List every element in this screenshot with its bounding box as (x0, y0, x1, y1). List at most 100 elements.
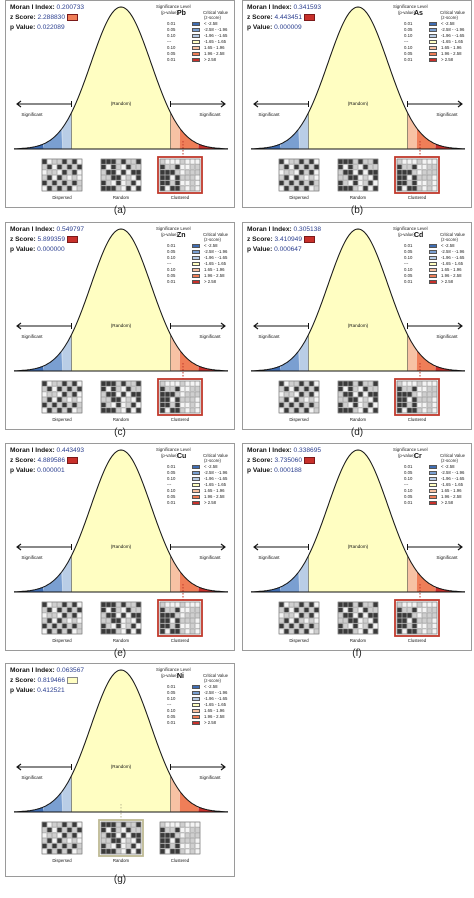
clustered-map (159, 601, 201, 635)
left-arrow-icon (253, 100, 309, 108)
p-value: 0.000188 (274, 467, 302, 474)
panel-caption: (c) (114, 427, 126, 438)
legend-swatch (429, 482, 437, 487)
legend-zscore: -1.65 - 1.65 (441, 261, 463, 266)
curve-region-5 (170, 334, 180, 371)
moran-label: Moran I Index: (10, 4, 55, 11)
curve-region-4 (308, 229, 408, 371)
random-curve-label: (Random) (111, 544, 132, 549)
curve-region-5 (407, 112, 417, 149)
legend-swatch (192, 470, 200, 475)
legend-swatch (429, 243, 437, 248)
legend-swatch (429, 273, 437, 278)
legend-zscore: < -2.58 (441, 464, 455, 469)
left-arrow-icon (253, 322, 309, 330)
z-swatch (304, 13, 316, 21)
legend-swatch (192, 249, 200, 254)
random-map (100, 601, 142, 635)
significant-label-left: Significant (21, 112, 43, 117)
clustered-label: Clustered (408, 195, 427, 200)
curve-region-5 (170, 112, 180, 149)
legend-header-zscore: (z-score) (204, 15, 221, 20)
random-map (337, 601, 379, 635)
metal-symbol: Cr (414, 453, 422, 460)
right-arrow-icon (407, 100, 463, 108)
legend-swatch (192, 57, 200, 62)
legend-pvalue: --- (404, 482, 409, 487)
panel-cr: Significant Significant (Random) Dispersed R… (242, 443, 472, 651)
dispersed-map (41, 380, 83, 414)
legend-pvalue: 0.05 (167, 470, 176, 475)
p-label: p Value: (247, 467, 273, 474)
legend-zscore: -1.96 - -1.65 (204, 33, 228, 38)
stats-block: Moran I Index: 0.063567 z Score: 0.819466… (10, 666, 84, 696)
legend-swatch (429, 39, 437, 44)
moran-label: Moran I Index: (10, 226, 55, 233)
legend-header-pvalue: (p-value) (161, 231, 178, 237)
z-swatch (67, 676, 79, 684)
legend-swatch (429, 27, 437, 32)
curve-region-3 (62, 776, 72, 812)
legend-zscore: 1.96 - 2.58 (441, 51, 462, 56)
legend-pvalue: --- (167, 702, 172, 707)
legend-zscore: 1.65 - 1.96 (204, 708, 225, 713)
panel-caption: (a) (113, 205, 127, 216)
legend-zscore: -2.58 - -1.96 (204, 27, 228, 32)
random-map (337, 380, 379, 414)
significant-label-left: Significant (258, 112, 280, 117)
legend-header-significance: Significance Level (156, 447, 191, 452)
legend-swatch (192, 267, 200, 272)
metal-symbol: Cd (414, 232, 424, 239)
distribution-chart: Significant Significant (Random) Dispersed R… (250, 6, 466, 200)
bell-curve-outline (13, 449, 229, 593)
legend-zscore: > 2.58 (204, 500, 217, 505)
distribution-chart: Significant Significant (Random) Dispersed R… (250, 449, 466, 643)
result-highlight (394, 378, 440, 416)
significance-legend: Significance Level (p-value) Critical Valu… (156, 667, 234, 737)
curve-region-4 (71, 229, 171, 371)
legend-pvalue: 0.05 (167, 273, 176, 278)
left-arrow-icon (16, 763, 72, 771)
significance-legend: Significance Level (p-value) Critical Valu… (156, 447, 234, 517)
legend-pvalue: 0.05 (404, 470, 413, 475)
bell-curve-outline (13, 6, 229, 150)
panel-ni: Significant Significant (Random) Dispersed R… (5, 663, 235, 877)
curve-region-3 (299, 113, 309, 149)
legend-pvalue: 0.05 (167, 51, 176, 56)
z-label: z Score: (10, 677, 36, 684)
dispersed-map (41, 601, 83, 635)
legend-swatch (192, 273, 200, 278)
legend-pvalue: 0.01 (167, 500, 176, 505)
legend-pvalue: 0.01 (167, 21, 176, 26)
random-map (100, 821, 142, 855)
legend-pvalue: 0.10 (167, 708, 176, 713)
random-curve-label: (Random) (348, 323, 369, 328)
legend-pvalue: 0.05 (404, 51, 413, 56)
legend-header-pvalue: (p-value) (161, 452, 178, 458)
panel-zn: Significant Significant (Random) Dispersed R… (5, 222, 235, 430)
p-value: 0.000001 (37, 467, 65, 474)
z-swatch (304, 235, 316, 243)
legend-zscore: -2.58 - -1.96 (441, 249, 465, 254)
right-arrow-icon (170, 322, 226, 330)
result-highlight (394, 599, 440, 637)
legend-header-critical: Critical Value (203, 231, 228, 237)
stats-block: Moran I Index: 0.305138 z Score: 3.410949… (247, 225, 321, 255)
panel-caption: (d) (350, 427, 364, 438)
random-curve-label: (Random) (111, 764, 132, 769)
curve-region-7 (435, 586, 465, 592)
moran-label: Moran I Index: (247, 226, 292, 233)
significant-label-left: Significant (21, 775, 43, 780)
legend-pvalue: 0.10 (167, 488, 176, 493)
random-label: Random (113, 858, 130, 863)
legend-swatch (429, 33, 437, 38)
legend-zscore: > 2.58 (441, 279, 454, 284)
legend-zscore: -1.65 - 1.65 (441, 39, 463, 44)
legend-header-significance: Significance Level (156, 667, 191, 672)
left-arrow-icon (253, 543, 309, 551)
legend-pvalue: 0.05 (167, 494, 176, 499)
legend-zscore: -1.65 - 1.65 (204, 482, 226, 487)
legend-header-critical: Critical Value (440, 9, 465, 15)
legend-swatch (429, 476, 437, 481)
curve-region-3 (299, 556, 309, 592)
